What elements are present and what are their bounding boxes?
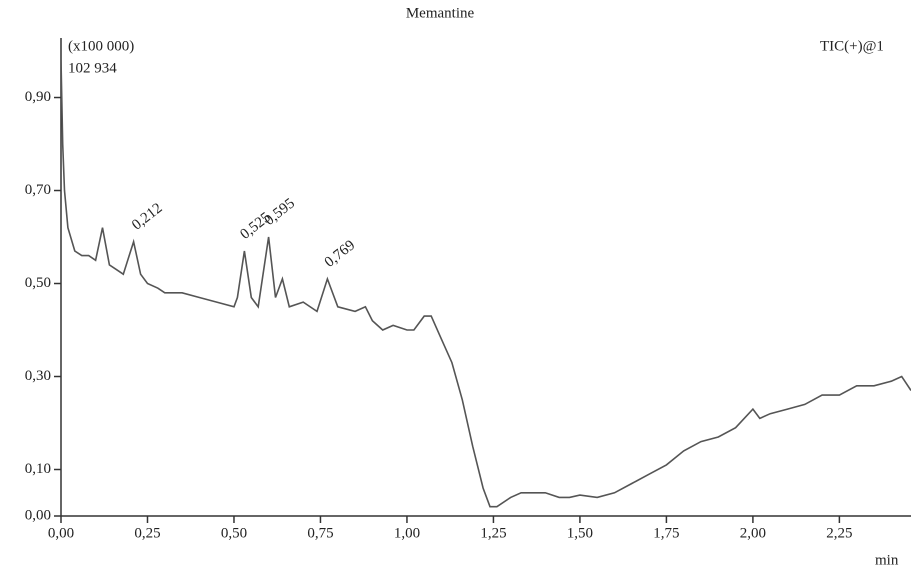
y-tick-label: 0,10 bbox=[25, 461, 51, 477]
x-tick-label: 0,75 bbox=[307, 525, 333, 541]
x-tick-label: 0,50 bbox=[221, 525, 247, 541]
y-tick-label: 0,70 bbox=[25, 182, 51, 198]
scale-note: (x100 000) bbox=[68, 38, 134, 54]
peak-label: 0,595 bbox=[262, 195, 298, 228]
max-intensity: 102 934 bbox=[68, 60, 117, 76]
x-tick-label: 1,25 bbox=[480, 525, 506, 541]
peak-label: 0,212 bbox=[129, 200, 165, 233]
x-axis-label: min bbox=[875, 552, 899, 568]
x-tick-label: 2,00 bbox=[740, 525, 766, 541]
x-tick-label: 0,25 bbox=[134, 525, 160, 541]
trace-label: TIC(+)@1 bbox=[820, 38, 884, 54]
chart-title: Memantine bbox=[406, 5, 475, 21]
peak-label: 0,769 bbox=[322, 237, 358, 270]
x-tick-label: 2,25 bbox=[826, 525, 852, 541]
y-tick-label: 0,30 bbox=[25, 368, 51, 384]
x-tick-label: 1,00 bbox=[394, 525, 420, 541]
y-tick-label: 0,50 bbox=[25, 275, 51, 291]
trace-line bbox=[61, 60, 911, 508]
x-tick-label: 1,50 bbox=[567, 525, 593, 541]
y-tick-label: 0,00 bbox=[25, 507, 51, 523]
y-tick-label: 0,90 bbox=[25, 89, 51, 105]
x-tick-label: 0,00 bbox=[48, 525, 74, 541]
x-tick-label: 1,75 bbox=[653, 525, 679, 541]
